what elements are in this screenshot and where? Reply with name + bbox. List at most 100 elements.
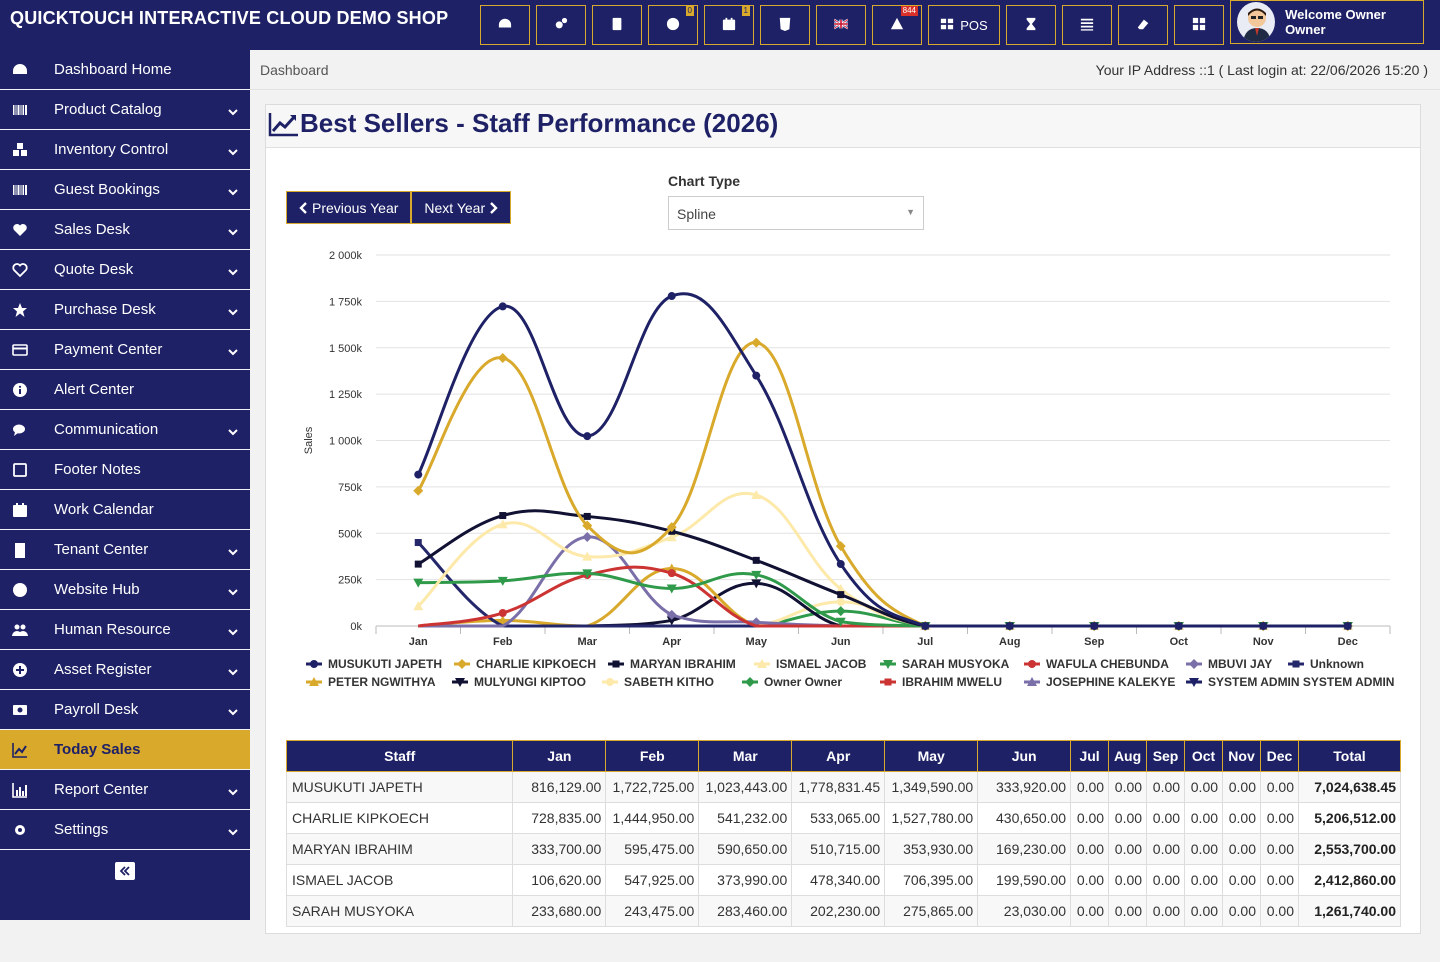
column-header-jul[interactable]: Jul [1070,740,1110,772]
month-value-cell: 0.00 [1108,833,1148,865]
legend-item[interactable]: SABETH KITHO [602,675,714,689]
dashboard-icon [498,17,512,34]
info-button[interactable]: 0 [648,5,698,45]
column-header-mar[interactable]: Mar [698,740,793,772]
user-menu-button[interactable]: Welcome Owner Owner [1230,0,1424,44]
sidebar-item-alert-center[interactable]: Alert Center [0,370,250,410]
hourglass-button[interactable] [1006,5,1056,45]
sidebar-item-today-sales[interactable]: Today Sales [0,730,250,770]
sidebar-item-inventory-control[interactable]: Inventory Control [0,130,250,170]
legend-item[interactable]: Unknown [1288,657,1364,671]
column-header-jun[interactable]: Jun [977,740,1072,772]
sidebar-item-asset-register[interactable]: Asset Register [0,650,250,690]
data-point [583,512,591,520]
legend-item[interactable]: MARYAN IBRAHIM [608,657,736,671]
column-header-feb[interactable]: Feb [605,740,700,772]
data-point [751,617,762,628]
data-point [1090,622,1099,630]
css3-button[interactable] [760,5,810,45]
list-icon [1080,17,1094,34]
sidebar-item-guest-bookings[interactable]: Guest Bookings [0,170,250,210]
month-value-cell: 373,990.00 [698,864,793,896]
previous-year-button[interactable]: Previous Year [286,191,412,224]
legend-marker [309,677,319,686]
sidebar-item-work-calendar[interactable]: Work Calendar [0,490,250,530]
column-header-may[interactable]: May [884,740,979,772]
eraser-button[interactable] [1118,5,1168,45]
sidebar-item-quote-desk[interactable]: Quote Desk [0,250,250,290]
warning-icon [890,17,904,34]
column-header-dec[interactable]: Dec [1260,740,1299,772]
dropdown-caret-icon: ▼ [906,207,915,217]
cogs-button[interactable] [536,5,586,45]
month-value-cell: 0.00 [1222,895,1261,927]
list-button[interactable] [1062,5,1112,45]
notification-badge: 844 [900,6,918,16]
sidebar-item-sales-desk[interactable]: Sales Desk [0,210,250,250]
data-point [499,512,507,520]
column-header-nov[interactable]: Nov [1222,740,1261,772]
legend-item[interactable]: SYSTEM ADMIN SYSTEM ADMIN [1186,675,1394,689]
sidebar-item-product-catalog[interactable]: Product Catalog [0,90,250,130]
legend-item[interactable]: MULYUNGI KIPTOO [452,675,586,689]
series-wafula-chebunda [418,565,1352,630]
legend-item[interactable]: IBRAHIM MWELU [880,675,1002,689]
legend-item[interactable]: JOSEPHINE KALEKYE [1024,675,1175,689]
column-header-total[interactable]: Total [1297,740,1402,772]
sidebar-item-website-hub[interactable]: Website Hub [0,570,250,610]
pos-grid-button[interactable]: POS [928,5,1000,45]
collapse-sidebar-button[interactable] [115,862,135,880]
staff-name-cell: MUSUKUTI JAPETH [285,771,514,803]
sidebar-item-label: Communication [54,421,159,438]
column-header-oct[interactable]: Oct [1184,740,1224,772]
calculator-button[interactable] [592,5,642,45]
column-header-staff[interactable]: Staff [285,740,514,772]
sidebar-item-purchase-desk[interactable]: Purchase Desk [0,290,250,330]
dashboard-button[interactable] [480,5,530,45]
sidebar-item-tenant-center[interactable]: Tenant Center [0,530,250,570]
month-value-cell: 0.00 [1260,802,1299,834]
calendar-button[interactable]: 1 [704,5,754,45]
month-value-cell: 595,475.00 [605,833,700,865]
sidebar-item-payroll-desk[interactable]: Payroll Desk [0,690,250,730]
month-value-cell: 106,620.00 [512,864,607,896]
sidebar-item-footer-notes[interactable]: Footer Notes [0,450,250,490]
warning-button[interactable]: 844 [872,5,922,45]
column-header-apr[interactable]: Apr [791,740,886,772]
legend-item[interactable]: MBUVI JAY [1186,657,1272,671]
sidebar-item-label: Alert Center [54,381,135,398]
sidebar-item-human-resource[interactable]: Human Resource [0,610,250,650]
column-header-jan[interactable]: Jan [512,740,607,772]
breadcrumb[interactable]: Dashboard [260,62,329,78]
cogs-icon [554,17,568,34]
sidebar-item-label: Sales Desk [54,221,130,238]
month-value-cell: 0.00 [1184,833,1224,865]
top-bar: QUICKTOUCH INTERACTIVE CLOUD DEMO SHOP 0… [0,0,1440,50]
bar-chart-icon [12,782,28,798]
windows-button[interactable] [1174,5,1224,45]
column-header-aug[interactable]: Aug [1108,740,1148,772]
legend-item[interactable]: SARAH MUSYOKA [880,657,1010,671]
next-year-button[interactable]: Next Year [411,191,512,224]
column-header-sep[interactable]: Sep [1146,740,1186,772]
sidebar-item-payment-center[interactable]: Payment Center [0,330,250,370]
uk-flag-button[interactable] [816,5,866,45]
sidebar-item-communication[interactable]: Communication [0,410,250,450]
legend-label: WAFULA CHEBUNDA [1046,657,1169,671]
square-icon [12,462,28,478]
legend-item[interactable]: ISMAEL JACOB [754,657,867,671]
plus-circle-icon [12,662,28,678]
month-value-cell: 0.00 [1070,802,1110,834]
chart-type-select[interactable]: Spline ▼ [668,196,924,230]
sidebar-item-report-center[interactable]: Report Center [0,770,250,810]
legend-item[interactable]: CHARLIE KIPKOECH [454,657,596,671]
legend-item[interactable]: Owner Owner [742,675,842,689]
sidebar-item-settings[interactable]: Settings [0,810,250,850]
legend-item[interactable]: PETER NGWITHYA [306,675,436,689]
sidebar-item-dashboard-home[interactable]: Dashboard Home [0,50,250,90]
double-chevron-left-icon [119,866,130,876]
month-value-cell: 199,590.00 [977,864,1072,896]
legend-item[interactable]: WAFULA CHEBUNDA [1024,657,1169,671]
data-point [921,622,930,630]
legend-item[interactable]: MUSUKUTI JAPETH [306,657,442,671]
